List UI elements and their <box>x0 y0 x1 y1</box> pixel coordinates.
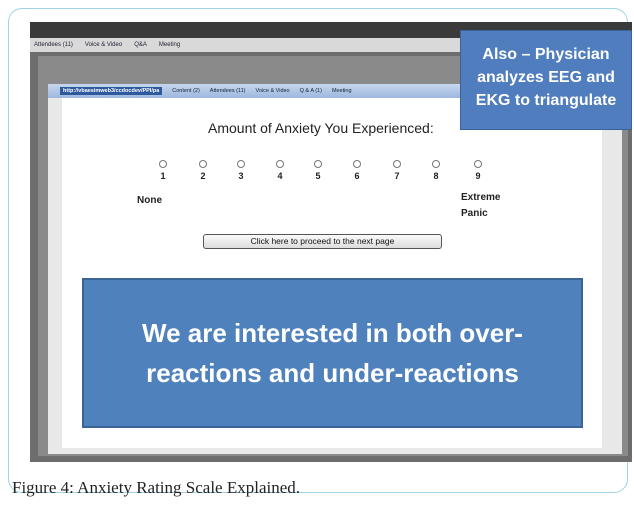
scale-number: 7 <box>387 171 407 181</box>
callout-line: EKG to triangulate <box>461 89 631 112</box>
menu-item: Attendees (11) <box>34 42 73 48</box>
radio-button[interactable] <box>314 160 322 168</box>
toolbar-tab: Q & A (1) <box>300 88 322 94</box>
anchor-line: Panic <box>461 206 500 222</box>
question: Amount of Anxiety You Experienced: <box>208 120 434 136</box>
scale-number: 9 <box>468 171 488 181</box>
banner-line: reactions and under-reactions <box>84 353 581 393</box>
low-anchor: None <box>137 195 162 206</box>
toolbar-tab: Voice & Video <box>255 88 289 94</box>
radio-button[interactable] <box>393 160 401 168</box>
scale-number: 4 <box>270 171 290 181</box>
next-button[interactable]: Click here to proceed to the next page <box>203 234 442 249</box>
radio-button[interactable] <box>159 160 167 168</box>
scale-number: 8 <box>426 171 446 181</box>
anchor-line: Extreme <box>461 190 500 206</box>
caption: Figure 4: Anxiety Rating Scale Explained… <box>12 478 300 498</box>
banner: We are interested in both over-reactions… <box>82 278 583 428</box>
scale-number: 1 <box>153 171 173 181</box>
scale-number: 5 <box>308 171 328 181</box>
radio-button[interactable] <box>276 160 284 168</box>
scale-number: 3 <box>231 171 251 181</box>
callout-line: Also – Physician <box>461 43 631 66</box>
radio-button[interactable] <box>237 160 245 168</box>
toolbar-tab: Content (2) <box>172 88 200 94</box>
radio-button[interactable] <box>432 160 440 168</box>
banner-line: We are interested in both over- <box>84 313 581 353</box>
callout-line: analyzes EEG and <box>461 66 631 89</box>
scale-number: 2 <box>193 171 213 181</box>
url: http://vbaesimweb3/ccdocdev/PPI/pa <box>60 87 162 95</box>
figure-page: Attendees (11) Voice & Video Q&A Meeting ht… <box>0 0 634 505</box>
menu-item: Meeting <box>159 42 180 48</box>
toolbar-tab: Meeting <box>332 88 352 94</box>
menu-item: Voice & Video <box>85 42 122 48</box>
menu-item: Q&A <box>134 42 147 48</box>
radio-button[interactable] <box>353 160 361 168</box>
toolbar-tab: Attendees (11) <box>210 88 246 94</box>
scale-number: 6 <box>347 171 367 181</box>
radio-button[interactable] <box>474 160 482 168</box>
anchor-line: None <box>137 195 162 206</box>
radio-button[interactable] <box>199 160 207 168</box>
